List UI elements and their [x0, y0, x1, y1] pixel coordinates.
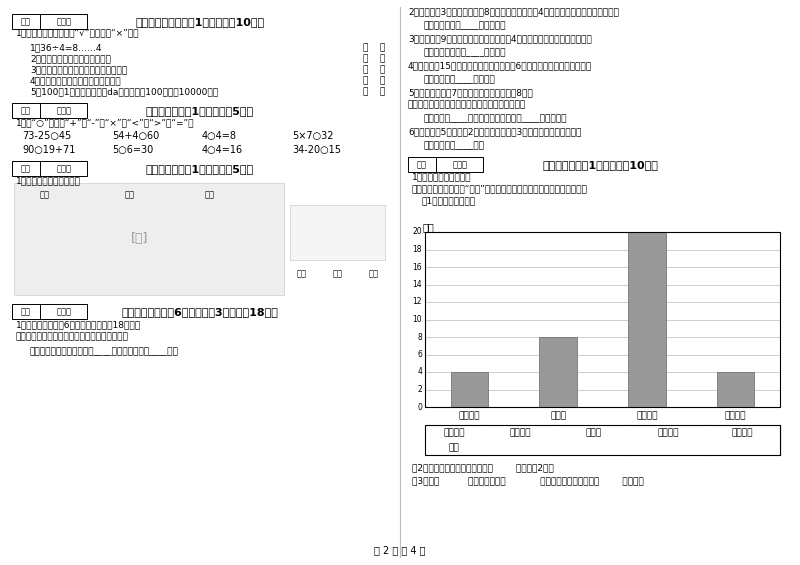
Text: 答：他们一共投了____个玉米。: 答：他们一共投了____个玉米。: [423, 48, 506, 57]
Text: 90○19+71: 90○19+71: [22, 145, 75, 155]
Text: （人: （人: [423, 222, 434, 232]
Bar: [290, 205, 385, 260]
Text: 5．100张1元纸币捆一捆（da），这样的100叠就是10000元。: 5．100张1元纸币捆一捆（da），这样的100叠就是10000元。: [30, 87, 218, 96]
Text: [图]: [图]: [131, 233, 149, 246]
Text: 8: 8: [418, 332, 422, 341]
Text: 10: 10: [412, 315, 422, 324]
Text: 五、判断对与错（共1大题，共计10分）: 五、判断对与错（共1大题，共计10分）: [135, 17, 265, 27]
Text: 八、解决问题（共6小题，每题3分，共计18分）: 八、解决问题（共6小题，每题3分，共计18分）: [122, 307, 278, 317]
Text: 18: 18: [413, 245, 422, 254]
Text: 5．小明有故事书7本，小丽的故事书是他的8倍，: 5．小明有故事书7本，小丽的故事书是他的8倍，: [408, 88, 533, 97]
Text: 小航: 小航: [40, 190, 50, 199]
Text: 5×7○32: 5×7○32: [292, 131, 334, 141]
Text: 4○4=8: 4○4=8: [202, 131, 237, 141]
Text: 公园名称: 公园名称: [443, 428, 465, 437]
Text: 20: 20: [412, 228, 422, 237]
Text: 小彭: 小彭: [125, 190, 135, 199]
Text: 4: 4: [417, 367, 422, 376]
Bar: [539, 337, 577, 407]
Text: 小红: 小红: [297, 269, 307, 278]
Text: 第 2 页 共 4 页: 第 2 页 共 4 页: [374, 545, 426, 555]
Text: 得分: 得分: [21, 164, 31, 173]
Bar: [450, 372, 488, 407]
Text: （2）、二（一班）一共有学生（        ）人。（2分）: （2）、二（一班）一共有学生（ ）人。（2分）: [412, 463, 554, 472]
Text: （    ）: （ ）: [363, 43, 386, 52]
Text: 得分: 得分: [417, 160, 427, 169]
Text: 答：第二天卖的是第一天的____倍，两天共卖出____箱。: 答：第二天卖的是第一天的____倍，两天共卖出____箱。: [30, 347, 179, 356]
Text: 动物园: 动物园: [586, 428, 602, 437]
Text: 54+4○60: 54+4○60: [112, 131, 159, 141]
Text: 动物园: 动物园: [550, 411, 566, 420]
Text: 4○4=16: 4○4=16: [202, 145, 243, 155]
Text: 16: 16: [412, 263, 422, 272]
Text: 12: 12: [413, 298, 422, 306]
Text: 小儒: 小儒: [333, 269, 343, 278]
Bar: [12, 161, 87, 176]
Bar: [425, 425, 780, 455]
Text: 1．在“○”里填上“+”、“-”、“×”、“<”、“>”、“=”。: 1．在“○”里填上“+”、“-”、“×”、“<”、“>”、“=”。: [16, 118, 194, 127]
Text: 水上乐园: 水上乐园: [636, 411, 658, 420]
Text: 1．36÷4=8……4: 1．36÷4=8……4: [30, 43, 102, 52]
Text: 答：一共卖了____元。: 答：一共卖了____元。: [423, 141, 484, 150]
Text: 0: 0: [417, 402, 422, 411]
Text: 得分: 得分: [21, 106, 31, 115]
Text: 6: 6: [417, 350, 422, 359]
Bar: [12, 304, 87, 319]
Text: 答：一共买了____个水果。: 答：一共买了____个水果。: [423, 75, 494, 84]
Text: 34-20○15: 34-20○15: [292, 145, 341, 155]
Text: 2: 2: [418, 385, 422, 394]
Text: （    ）: （ ）: [363, 76, 386, 85]
Text: 百万葵园: 百万葵园: [725, 411, 746, 420]
Bar: [12, 103, 87, 118]
Text: 小丽有多少本故事书？他们一共有多少本故事书？: 小丽有多少本故事书？他们一共有多少本故事书？: [408, 100, 526, 109]
Text: 评卷人: 评卷人: [57, 164, 71, 173]
Text: 得分: 得分: [21, 17, 31, 26]
Text: 世界之窗: 世界之窗: [510, 428, 530, 437]
Text: 评卷人: 评卷人: [453, 160, 467, 169]
Bar: [425, 232, 780, 407]
Text: 3．小猴投了9个玉米，小猴投的是小熊的4倍，他们一共投了多少个玉米？: 3．小猴投了9个玉米，小猴投的是小熊的4倍，他们一共投了多少个玉米？: [408, 34, 592, 43]
Text: 73-25○45: 73-25○45: [22, 131, 71, 141]
Text: 得分: 得分: [21, 307, 31, 316]
Text: 2．学校买回3盒乒乓球，每盒8个，平均发给二年级4个班，每个班分得几个乒乓球？: 2．学校买回3盒乒乓球，每盒8个，平均发给二年级4个班，每个班分得几个乒乓球？: [408, 7, 619, 16]
Text: （1）、完成统计表。: （1）、完成统计表。: [422, 196, 476, 205]
Bar: [12, 14, 87, 29]
Text: 答：每个班分得____个乒乓球。: 答：每个班分得____个乒乓球。: [423, 21, 506, 30]
Text: 十、综合题（共1大题，共计10分）: 十、综合题（共1大题，共计10分）: [542, 160, 658, 170]
Text: 3．长方形和正方形的四个角都是直角。: 3．长方形和正方形的四个角都是直角。: [30, 65, 127, 74]
Text: 评卷人: 评卷人: [57, 106, 71, 115]
Text: 5○6=30: 5○6=30: [112, 145, 154, 155]
Bar: [717, 372, 754, 407]
Text: 二（一）班要投票选出“六一”节出游的公园，全班同学投票结果如下图：: 二（一）班要投票选出“六一”节出游的公园，全班同学投票结果如下图：: [412, 184, 588, 193]
Text: 六、比一比（共1大题，共计5分）: 六、比一比（共1大题，共计5分）: [146, 106, 254, 116]
Text: （    ）: （ ）: [363, 87, 386, 96]
Text: 小泡: 小泡: [369, 269, 379, 278]
Text: 评卷人: 评卷人: [57, 307, 71, 316]
Bar: [628, 232, 666, 407]
Text: 1．书店第一天卖出6箱书，第二天卖出18箱书，: 1．书店第一天卖出6箱书，第二天卖出18箱书，: [16, 320, 141, 329]
Text: 14: 14: [412, 280, 422, 289]
Text: 水上乐园: 水上乐园: [658, 428, 678, 437]
Text: 答：小丽有____本故事书，他们一共有____本故事书。: 答：小丽有____本故事书，他们一共有____本故事书。: [423, 114, 566, 123]
Text: 2．读数和写数时，都从低位起。: 2．读数和写数时，都从低位起。: [30, 54, 111, 63]
Bar: [408, 157, 483, 172]
Text: （    ）: （ ）: [363, 65, 386, 74]
Text: （    ）: （ ）: [363, 54, 386, 63]
Text: 人数: 人数: [449, 443, 459, 452]
Text: 1．我会观察，我会连线。: 1．我会观察，我会连线。: [16, 176, 81, 185]
Text: 4．对边相等的四边形一定是长方形。: 4．对边相等的四边形一定是长方形。: [30, 76, 122, 85]
Text: （3）、（          ）人数最多，（            ）人数最少，两个相差（        ）人？。: （3）、（ ）人数最多，（ ）人数最少，两个相差（ ）人？。: [412, 476, 644, 485]
Text: 评卷人: 评卷人: [57, 17, 71, 26]
Text: 第二天卖的是第一天的几倍？两天共卖出几箱？: 第二天卖的是第一天的几倍？两天共卖出几箱？: [16, 332, 129, 341]
Text: 6．商店卖出5包白糖和2包红糖，平均每包3元钱，一共卖了多少钱？: 6．商店卖出5包白糖和2包红糖，平均每包3元钱，一共卖了多少钱？: [408, 127, 582, 136]
Text: 世界之窗: 世界之窗: [458, 411, 480, 420]
Bar: [14, 183, 284, 295]
Text: 4．妈妈买了15个苹果，买的橘子比苹果少6个，问一共买了多少个水果？: 4．妈妈买了15个苹果，买的橘子比苹果少6个，问一共买了多少个水果？: [408, 61, 592, 70]
Text: 1．看统计图解决问题。: 1．看统计图解决问题。: [412, 172, 471, 181]
Text: 小家: 小家: [205, 190, 215, 199]
Text: 百万葵园: 百万葵园: [732, 428, 754, 437]
Text: 1．我会判断。（对的画“√”，错的画“×”）。: 1．我会判断。（对的画“√”，错的画“×”）。: [16, 29, 139, 38]
Text: 七、连一连（共1大题，共计5分）: 七、连一连（共1大题，共计5分）: [146, 164, 254, 174]
